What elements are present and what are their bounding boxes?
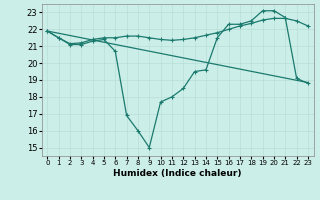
X-axis label: Humidex (Indice chaleur): Humidex (Indice chaleur) <box>113 169 242 178</box>
